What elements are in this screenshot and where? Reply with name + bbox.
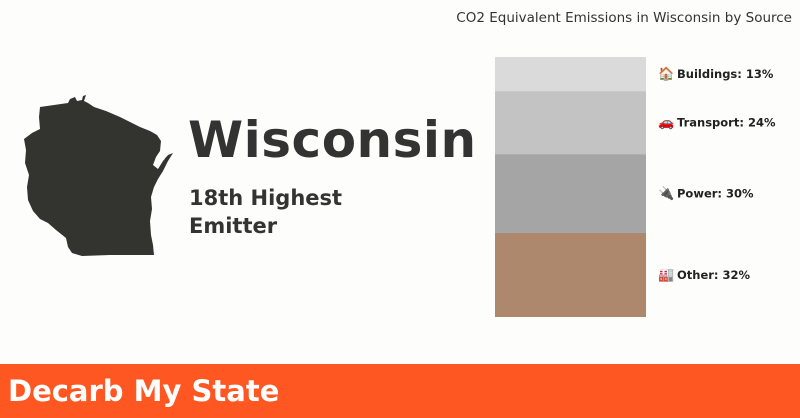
wisconsin-map-icon	[24, 95, 173, 256]
bar-segment-power	[495, 154, 646, 233]
bar-label-power: Power: 30%	[677, 187, 754, 201]
factory-icon: 🏭	[658, 268, 674, 283]
bar-segment-transport	[495, 91, 646, 155]
site-name[interactable]: Decarb My State	[8, 374, 280, 408]
bar-label-transport: Transport: 24%	[677, 116, 776, 130]
bar-segment-other	[495, 232, 646, 317]
rank-line-1: 18th Highest	[189, 186, 343, 210]
chart-title: CO2 Equivalent Emissions in Wisconsin by…	[456, 10, 792, 26]
state-name: Wisconsin	[188, 111, 477, 169]
bar-label-buildings: Buildings: 13%	[677, 67, 774, 81]
bar-label-other: Other: 32%	[677, 268, 751, 282]
house-icon: 🏠	[658, 66, 674, 82]
bar-segment-buildings	[495, 57, 646, 92]
emitter-rank: 18th Highest Emitter	[189, 184, 369, 240]
emissions-stacked-bar: 🏠 Buildings: 13% 🚗 Transport: 24% 🔌 Power: 30…	[495, 57, 776, 317]
car-icon: 🚗	[658, 116, 674, 131]
footer-banner: Decarb My State	[0, 364, 800, 418]
plug-icon: 🔌	[658, 186, 674, 202]
rank-line-2: Emitter	[189, 214, 278, 238]
